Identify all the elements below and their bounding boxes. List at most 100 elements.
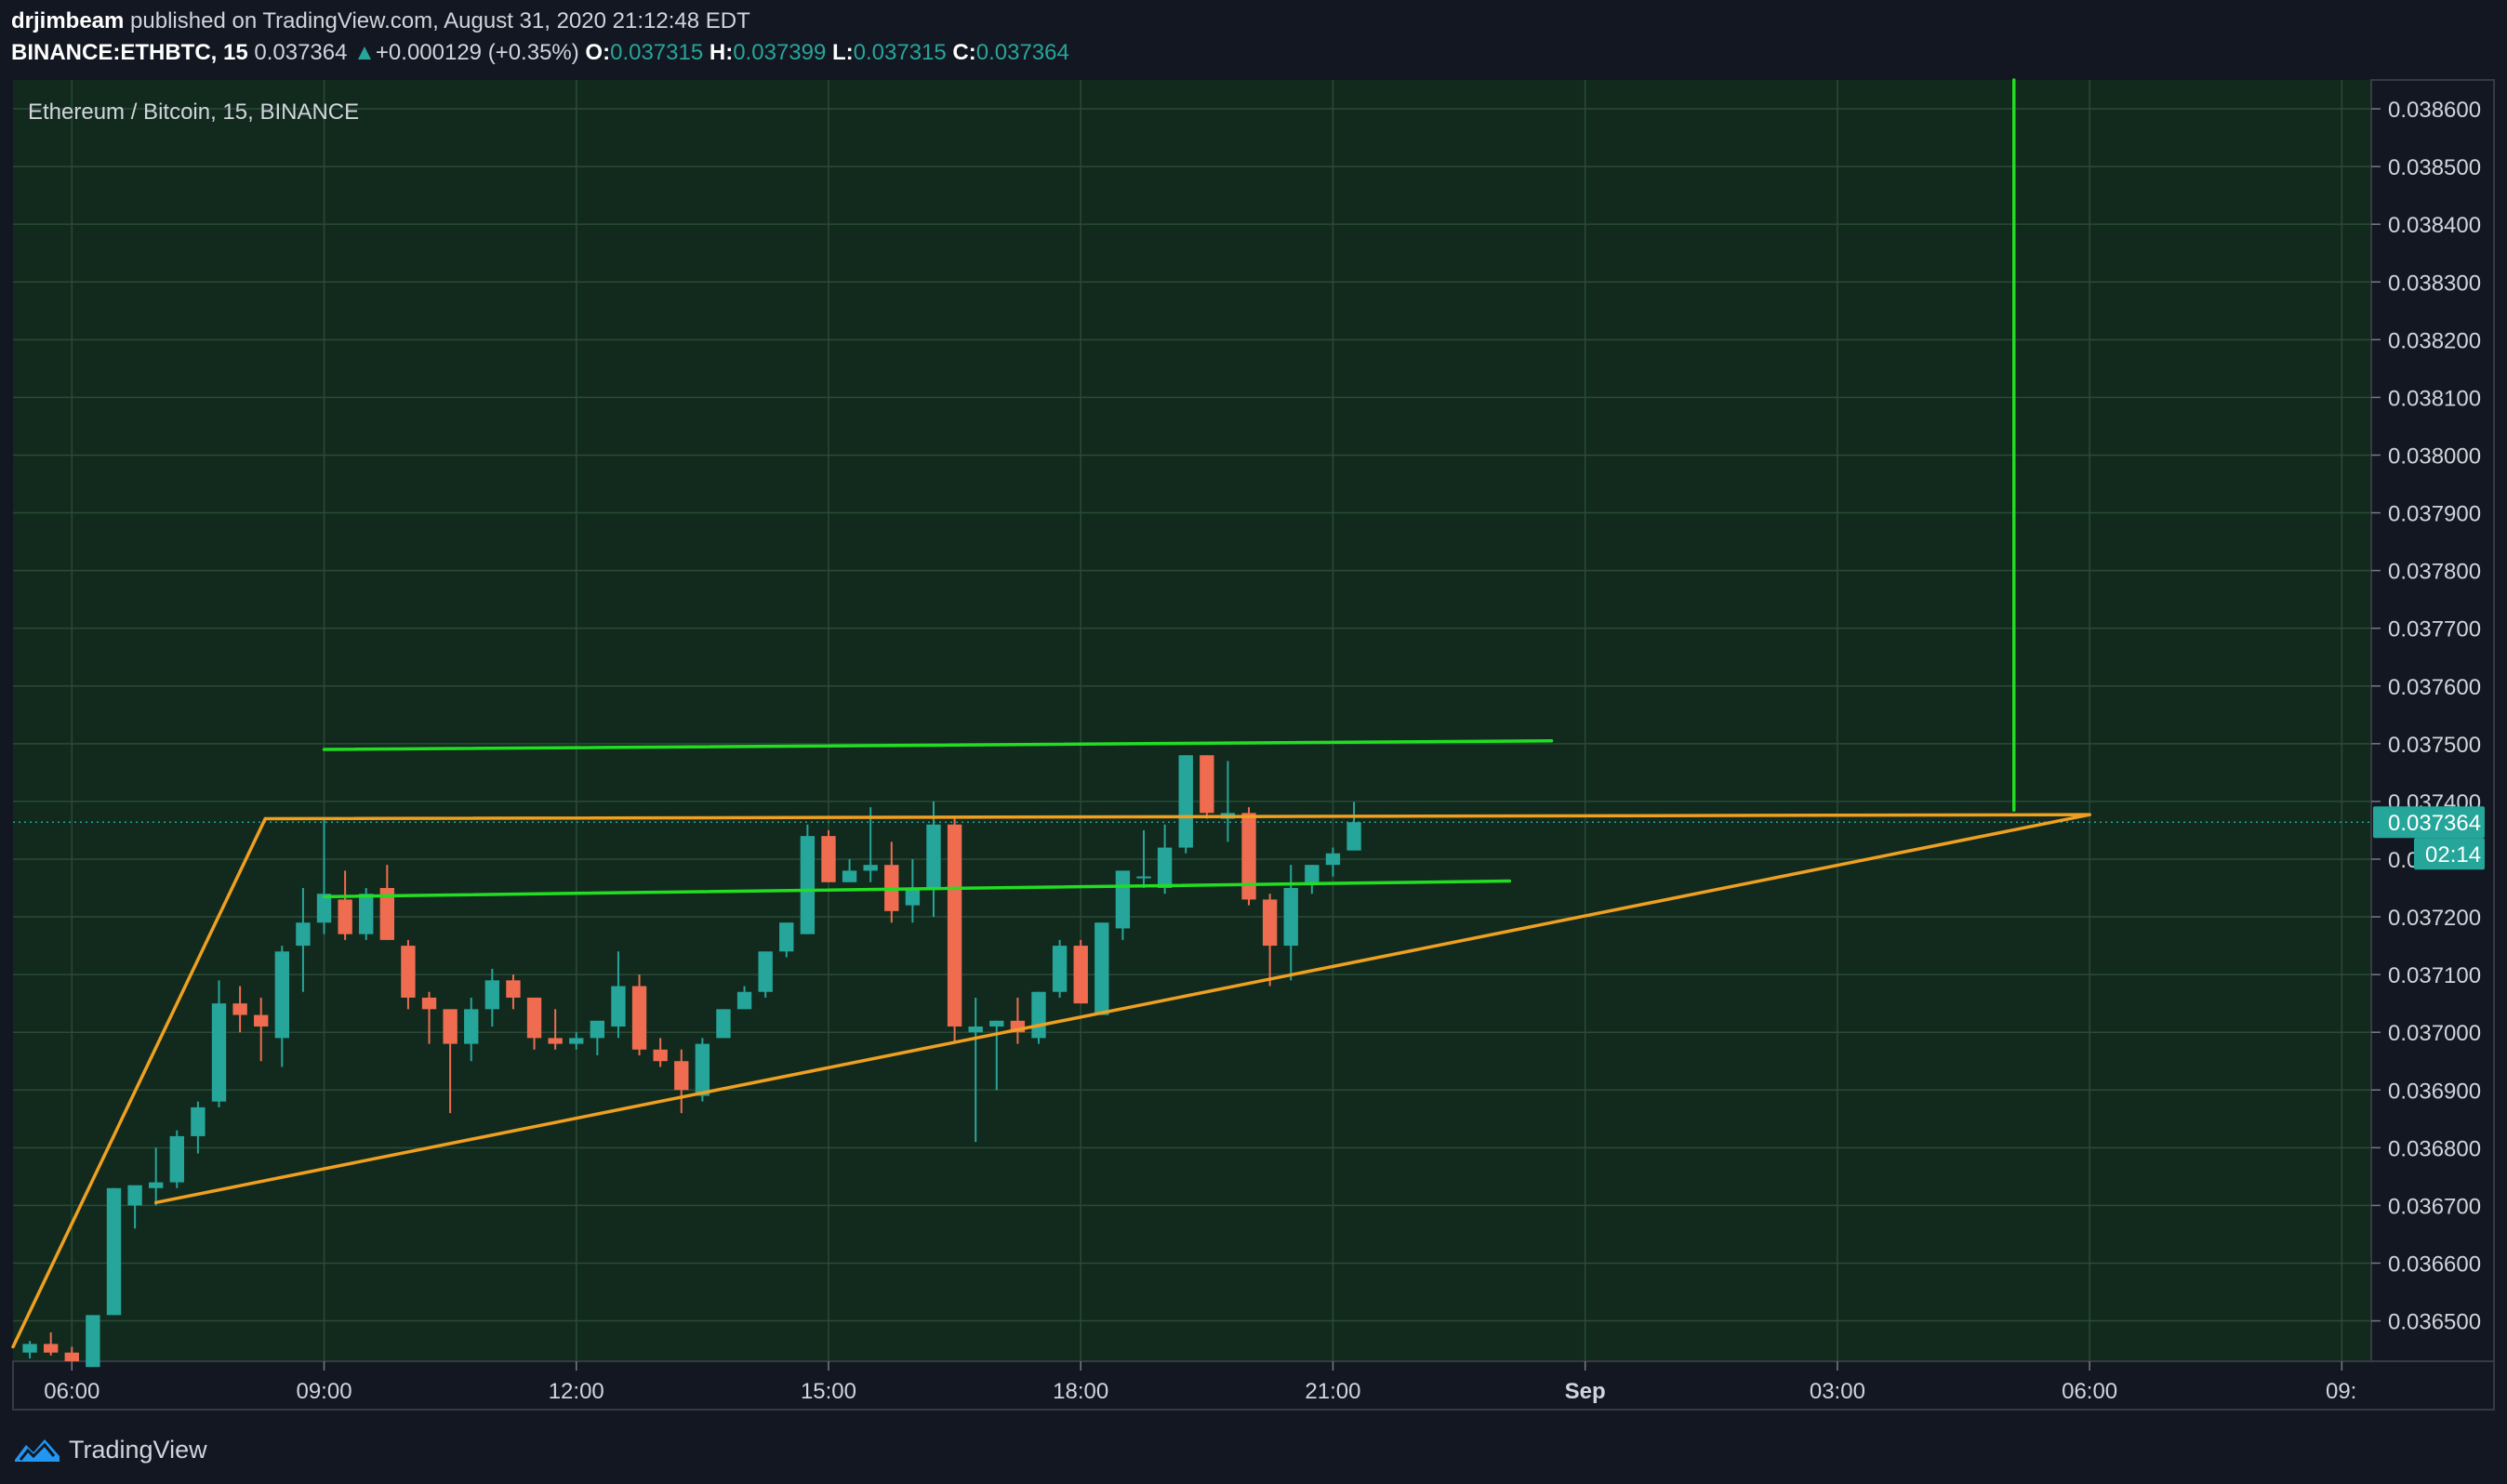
candle-body — [1241, 813, 1256, 900]
candle — [695, 1038, 710, 1102]
change-arrow-icon: ▲ — [353, 40, 376, 65]
candle-body — [232, 1003, 247, 1015]
candle — [653, 1038, 668, 1067]
candle-body — [1157, 847, 1173, 889]
candle-body — [611, 986, 626, 1027]
time-tick-label: 09: — [2326, 1379, 2356, 1404]
published-text: published on TradingView.com, August 31,… — [130, 8, 750, 33]
price-tick-label: 0.037600 — [2388, 675, 2481, 700]
candle-body — [1283, 888, 1298, 947]
candle — [905, 858, 921, 923]
candlestick-series — [22, 755, 1361, 1368]
price-axis[interactable] — [2370, 79, 2495, 1362]
time-axis-labels: 06:00 09:00 12:00 15:00 18:00 21:00 Sep 03:00 06… — [44, 1361, 2356, 1404]
candle — [443, 1009, 458, 1114]
time-axis[interactable] — [12, 1360, 2495, 1411]
candle — [64, 1346, 79, 1361]
candle — [758, 951, 773, 998]
close-value: 0.037364 — [975, 40, 1069, 65]
channel-upper-line[interactable] — [322, 738, 1554, 751]
candle — [569, 1032, 584, 1050]
ascending-triangle-bottom[interactable] — [153, 813, 2091, 1205]
candle-body — [569, 1038, 584, 1044]
channel-lower-line[interactable] — [322, 879, 1512, 899]
price-tick-label: 0.036500 — [2388, 1310, 2481, 1335]
candle-body — [695, 1043, 710, 1096]
candle-body — [1115, 870, 1131, 929]
time-tick-label: 18:00 — [1053, 1379, 1108, 1404]
candle-body — [926, 824, 941, 889]
candle-body — [254, 1014, 269, 1027]
candle — [842, 858, 857, 882]
candle-body — [191, 1106, 206, 1136]
open-value: 0.037315 — [610, 40, 704, 65]
candle-body — [127, 1185, 142, 1206]
candle-body — [86, 1315, 100, 1368]
candle-body — [821, 836, 836, 882]
trendline-drawings[interactable] — [11, 78, 2091, 1349]
candle — [1052, 939, 1068, 998]
brand-name[interactable]: TradingView — [69, 1435, 207, 1464]
plot-background[interactable] — [13, 80, 2371, 1361]
publish-info: drjimbeam published on TradingView.com, … — [11, 6, 2485, 37]
candle-body — [1305, 865, 1320, 882]
symbol-label[interactable]: BINANCE:ETHBTC, 15 — [11, 40, 248, 65]
candle — [1136, 829, 1151, 889]
candle — [863, 807, 878, 882]
close-label: C: — [952, 40, 976, 65]
ascending-triangle-left-leg[interactable] — [11, 816, 267, 1349]
price-tick-label: 0.037200 — [2388, 906, 2481, 931]
candle — [968, 997, 983, 1143]
candle-body — [863, 865, 878, 871]
countdown-tag — [2414, 838, 2485, 870]
ascending-triangle-top[interactable] — [263, 813, 2091, 821]
price-tick-label: 0.038200 — [2388, 328, 2481, 353]
candle — [1200, 755, 1214, 819]
candle — [1031, 991, 1046, 1044]
candle — [169, 1130, 184, 1188]
candle — [716, 1009, 731, 1039]
candle-body — [1073, 946, 1088, 1004]
last-price-tag-label: 0.037364 — [2388, 811, 2481, 836]
price-change: +0.000129 (+0.35%) — [375, 40, 579, 65]
author-name[interactable]: drjimbeam — [11, 8, 125, 33]
price-tick-label: 0.037900 — [2388, 502, 2481, 527]
price-tick-label: 0.037000 — [2388, 1021, 2481, 1046]
candle — [526, 997, 542, 1050]
tradingview-logo-icon[interactable] — [13, 1436, 61, 1464]
candle — [464, 997, 479, 1062]
candle-body — [1052, 946, 1068, 992]
candle-body — [106, 1187, 122, 1316]
candle-body — [736, 991, 752, 1010]
candle — [800, 824, 816, 934]
candle-body — [842, 870, 857, 882]
candle-body — [968, 1026, 983, 1033]
candle-body — [590, 1020, 605, 1039]
price-axis-labels: 0.036500 0.036600 0.036700 0.036800 0.036900… — [2371, 98, 2481, 1335]
candle — [401, 939, 416, 1010]
candle — [232, 986, 247, 1033]
candle — [316, 818, 332, 934]
price-tick-label: 0.038300 — [2388, 271, 2481, 296]
candle-body — [464, 1009, 479, 1044]
candle-body — [169, 1135, 184, 1183]
price-tick-label: 0.037100 — [2388, 963, 2481, 988]
candle — [296, 888, 311, 992]
price-tick-label: 0.036600 — [2388, 1252, 2481, 1277]
time-tick-label: 21:00 — [1305, 1379, 1360, 1404]
candle — [484, 968, 500, 1027]
high-value: 0.037399 — [733, 40, 827, 65]
high-label: H: — [709, 40, 734, 65]
candle — [1305, 865, 1320, 894]
candle — [548, 1009, 563, 1050]
candle — [1157, 824, 1173, 894]
candle — [1262, 894, 1278, 987]
candle — [1346, 802, 1361, 851]
candle-body — [1346, 822, 1361, 851]
candle — [127, 1185, 142, 1229]
candle-body — [359, 894, 374, 934]
candle-body — [443, 1009, 458, 1044]
candle — [674, 1049, 689, 1114]
low-value: 0.037315 — [853, 40, 947, 65]
